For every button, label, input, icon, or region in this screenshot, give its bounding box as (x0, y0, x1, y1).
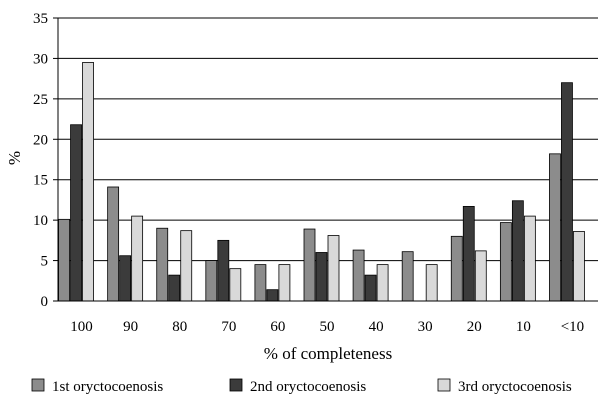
legend-label-1: 1st oryctocoenosis (52, 379, 163, 395)
bar-series-1-2 (156, 227, 169, 302)
bar-series-1-7 (401, 251, 414, 302)
y-tick-label: 15 (33, 173, 48, 189)
bar-series-2-9 (511, 200, 524, 302)
bar-series-2-1 (119, 255, 132, 302)
bar-series-2-0 (70, 124, 82, 302)
bar-series-2-6 (364, 274, 377, 302)
x-tick-label: 80 (172, 319, 187, 335)
x-axis-title: % of completeness (264, 344, 392, 363)
bar-series-3-6 (376, 264, 389, 302)
grid-lines (53, 17, 598, 302)
y-tick-label: 20 (33, 132, 48, 148)
y-tick-labels: 0 5 10 15 20 25 30 35 (33, 11, 48, 310)
y-tick-label: 30 (33, 51, 48, 67)
legend: 1st oryctocoenosis 2nd oryctocoenosis 3rd … (31, 378, 572, 395)
bar-series-3-7 (425, 264, 438, 302)
bar-series-1-8 (450, 235, 463, 302)
legend-label-3: 3rd oryctocoenosis (458, 379, 572, 395)
y-tick-label: 5 (41, 254, 49, 270)
bar-series-3-8 (474, 250, 487, 302)
axes (57, 18, 598, 302)
x-tick-label: 10 (516, 319, 531, 335)
bar-series-1-5 (303, 228, 316, 302)
y-axis-title: % (5, 151, 24, 165)
x-tick-label: 30 (418, 319, 433, 335)
bar-series-3-9 (523, 215, 536, 302)
y-tick-label: 25 (33, 92, 48, 108)
x-tick-label: 100 (70, 319, 93, 335)
x-tick-label: 70 (221, 319, 236, 335)
bar-series-3-1 (131, 215, 144, 302)
y-tick-label: 35 (33, 11, 48, 27)
y-tick-label: 10 (33, 213, 48, 229)
bar-series-1-1 (107, 186, 120, 302)
bar-series-1-9 (499, 222, 512, 302)
bar-series-2-4 (266, 289, 279, 302)
bar-series-3-2 (180, 230, 193, 302)
x-tick-labels: 100 90 80 70 60 50 40 30 20 10 <10 (70, 319, 584, 335)
bar-series-3-0 (82, 62, 94, 302)
bar-series-3-10 (573, 231, 585, 302)
y-tick-label: 0 (41, 294, 49, 310)
x-tick-label: <10 (561, 319, 584, 335)
bar-series-1-4 (254, 264, 267, 302)
x-tick-label: 60 (270, 319, 285, 335)
bar-series-3-4 (278, 264, 291, 302)
legend-swatch-3 (437, 378, 451, 392)
x-tick-label: 20 (467, 319, 482, 335)
bar-series-2-10 (561, 82, 573, 302)
bar-series-3-5 (327, 235, 340, 302)
bar-series-2-3 (217, 239, 230, 302)
bar-series-1-10 (549, 153, 561, 302)
bar-series-1-0 (58, 218, 70, 302)
bar-series-2-5 (315, 252, 328, 302)
bar-series-1-6 (352, 249, 365, 302)
bar-series-2-2 (168, 274, 181, 302)
bar-series-2-8 (462, 205, 475, 302)
legend-swatch-2 (229, 378, 243, 392)
legend-label-2: 2nd oryctocoenosis (250, 379, 366, 395)
bars-group (58, 62, 585, 302)
x-tick-label: 50 (320, 319, 335, 335)
legend-swatch-1 (31, 378, 45, 392)
bar-series-3-3 (229, 268, 242, 302)
x-tick-label: 40 (369, 319, 384, 335)
x-tick-label: 90 (123, 319, 138, 335)
bar-series-1-3 (205, 260, 218, 302)
